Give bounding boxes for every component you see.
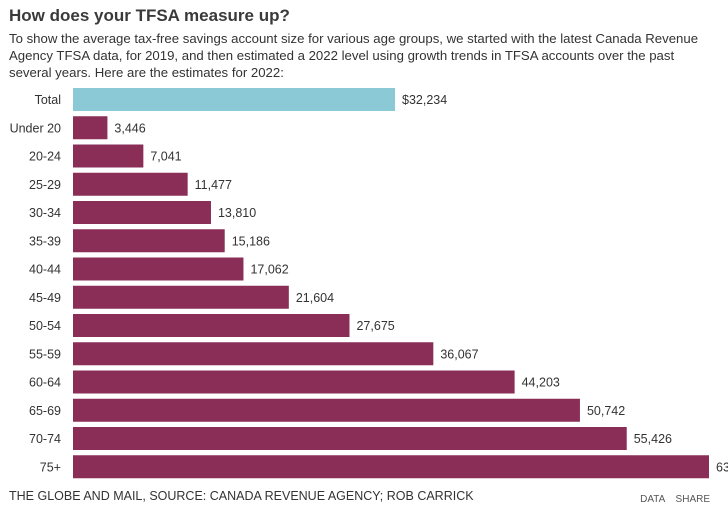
- category-label-40-44: 40-44: [29, 263, 61, 277]
- category-label-75: 75+: [40, 460, 61, 474]
- value-label-35-39: 15,186: [232, 234, 270, 248]
- category-label-total: Total: [35, 93, 61, 107]
- value-label-55-59: 36,067: [440, 347, 478, 361]
- category-label-55-59: 55-59: [29, 347, 61, 361]
- value-label-45-49: 21,604: [296, 291, 334, 305]
- value-label-20-24: 7,041: [150, 150, 181, 164]
- bar-50-54: [73, 314, 350, 337]
- source-credit: THE GLOBE AND MAIL, SOURCE: CANADA REVEN…: [9, 489, 474, 503]
- share-link[interactable]: SHARE: [675, 494, 710, 505]
- bar-chart: Total $32,234 Under 20 3,446 20-24 7,041 25-29…: [10, 88, 728, 479]
- category-label-under-20: Under 20: [10, 121, 61, 135]
- bar-40-44: [73, 257, 244, 281]
- bar-55-59: [73, 342, 434, 366]
- bar-65-69: [73, 398, 580, 422]
- chart-subtitle: To show the average tax-free savings acc…: [9, 31, 699, 80]
- value-label-70-74: 55,426: [634, 432, 672, 446]
- value-label-60-64: 44,203: [522, 376, 560, 390]
- value-label-30-34: 13,810: [218, 206, 256, 220]
- category-label-45-49: 45-49: [29, 291, 61, 305]
- bar-total: [73, 88, 396, 111]
- category-label-70-74: 70-74: [29, 432, 61, 446]
- value-label-75: 63,660: [716, 460, 728, 474]
- bar-under-20: [73, 116, 108, 140]
- category-label-60-64: 60-64: [29, 376, 61, 390]
- value-label-25-29: 11,477: [195, 178, 232, 192]
- value-label-under-20: 3,446: [114, 121, 145, 135]
- bar-75: [73, 455, 709, 479]
- bar-45-49: [73, 285, 289, 309]
- category-label-30-34: 30-34: [29, 206, 61, 220]
- value-label-total: $32,234: [402, 93, 447, 107]
- bar-60-64: [73, 370, 515, 394]
- bar-20-24: [73, 144, 144, 168]
- bar-25-29: [73, 172, 188, 196]
- value-label-50-54: 27,675: [356, 319, 394, 333]
- category-label-25-29: 25-29: [29, 178, 61, 192]
- data-link[interactable]: DATA: [640, 494, 665, 505]
- category-label-65-69: 65-69: [29, 404, 61, 418]
- bar-35-39: [73, 229, 225, 253]
- bar-70-74: [73, 427, 627, 450]
- category-label-20-24: 20-24: [29, 150, 61, 164]
- value-label-65-69: 50,742: [587, 404, 625, 418]
- category-label-50-54: 50-54: [29, 319, 61, 333]
- chart-title: How does your TFSA measure up?: [9, 6, 290, 25]
- value-label-40-44: 17,062: [250, 263, 288, 277]
- bar-30-34: [73, 201, 211, 224]
- footer-links: DATA SHARE: [632, 494, 710, 505]
- category-label-35-39: 35-39: [29, 234, 61, 248]
